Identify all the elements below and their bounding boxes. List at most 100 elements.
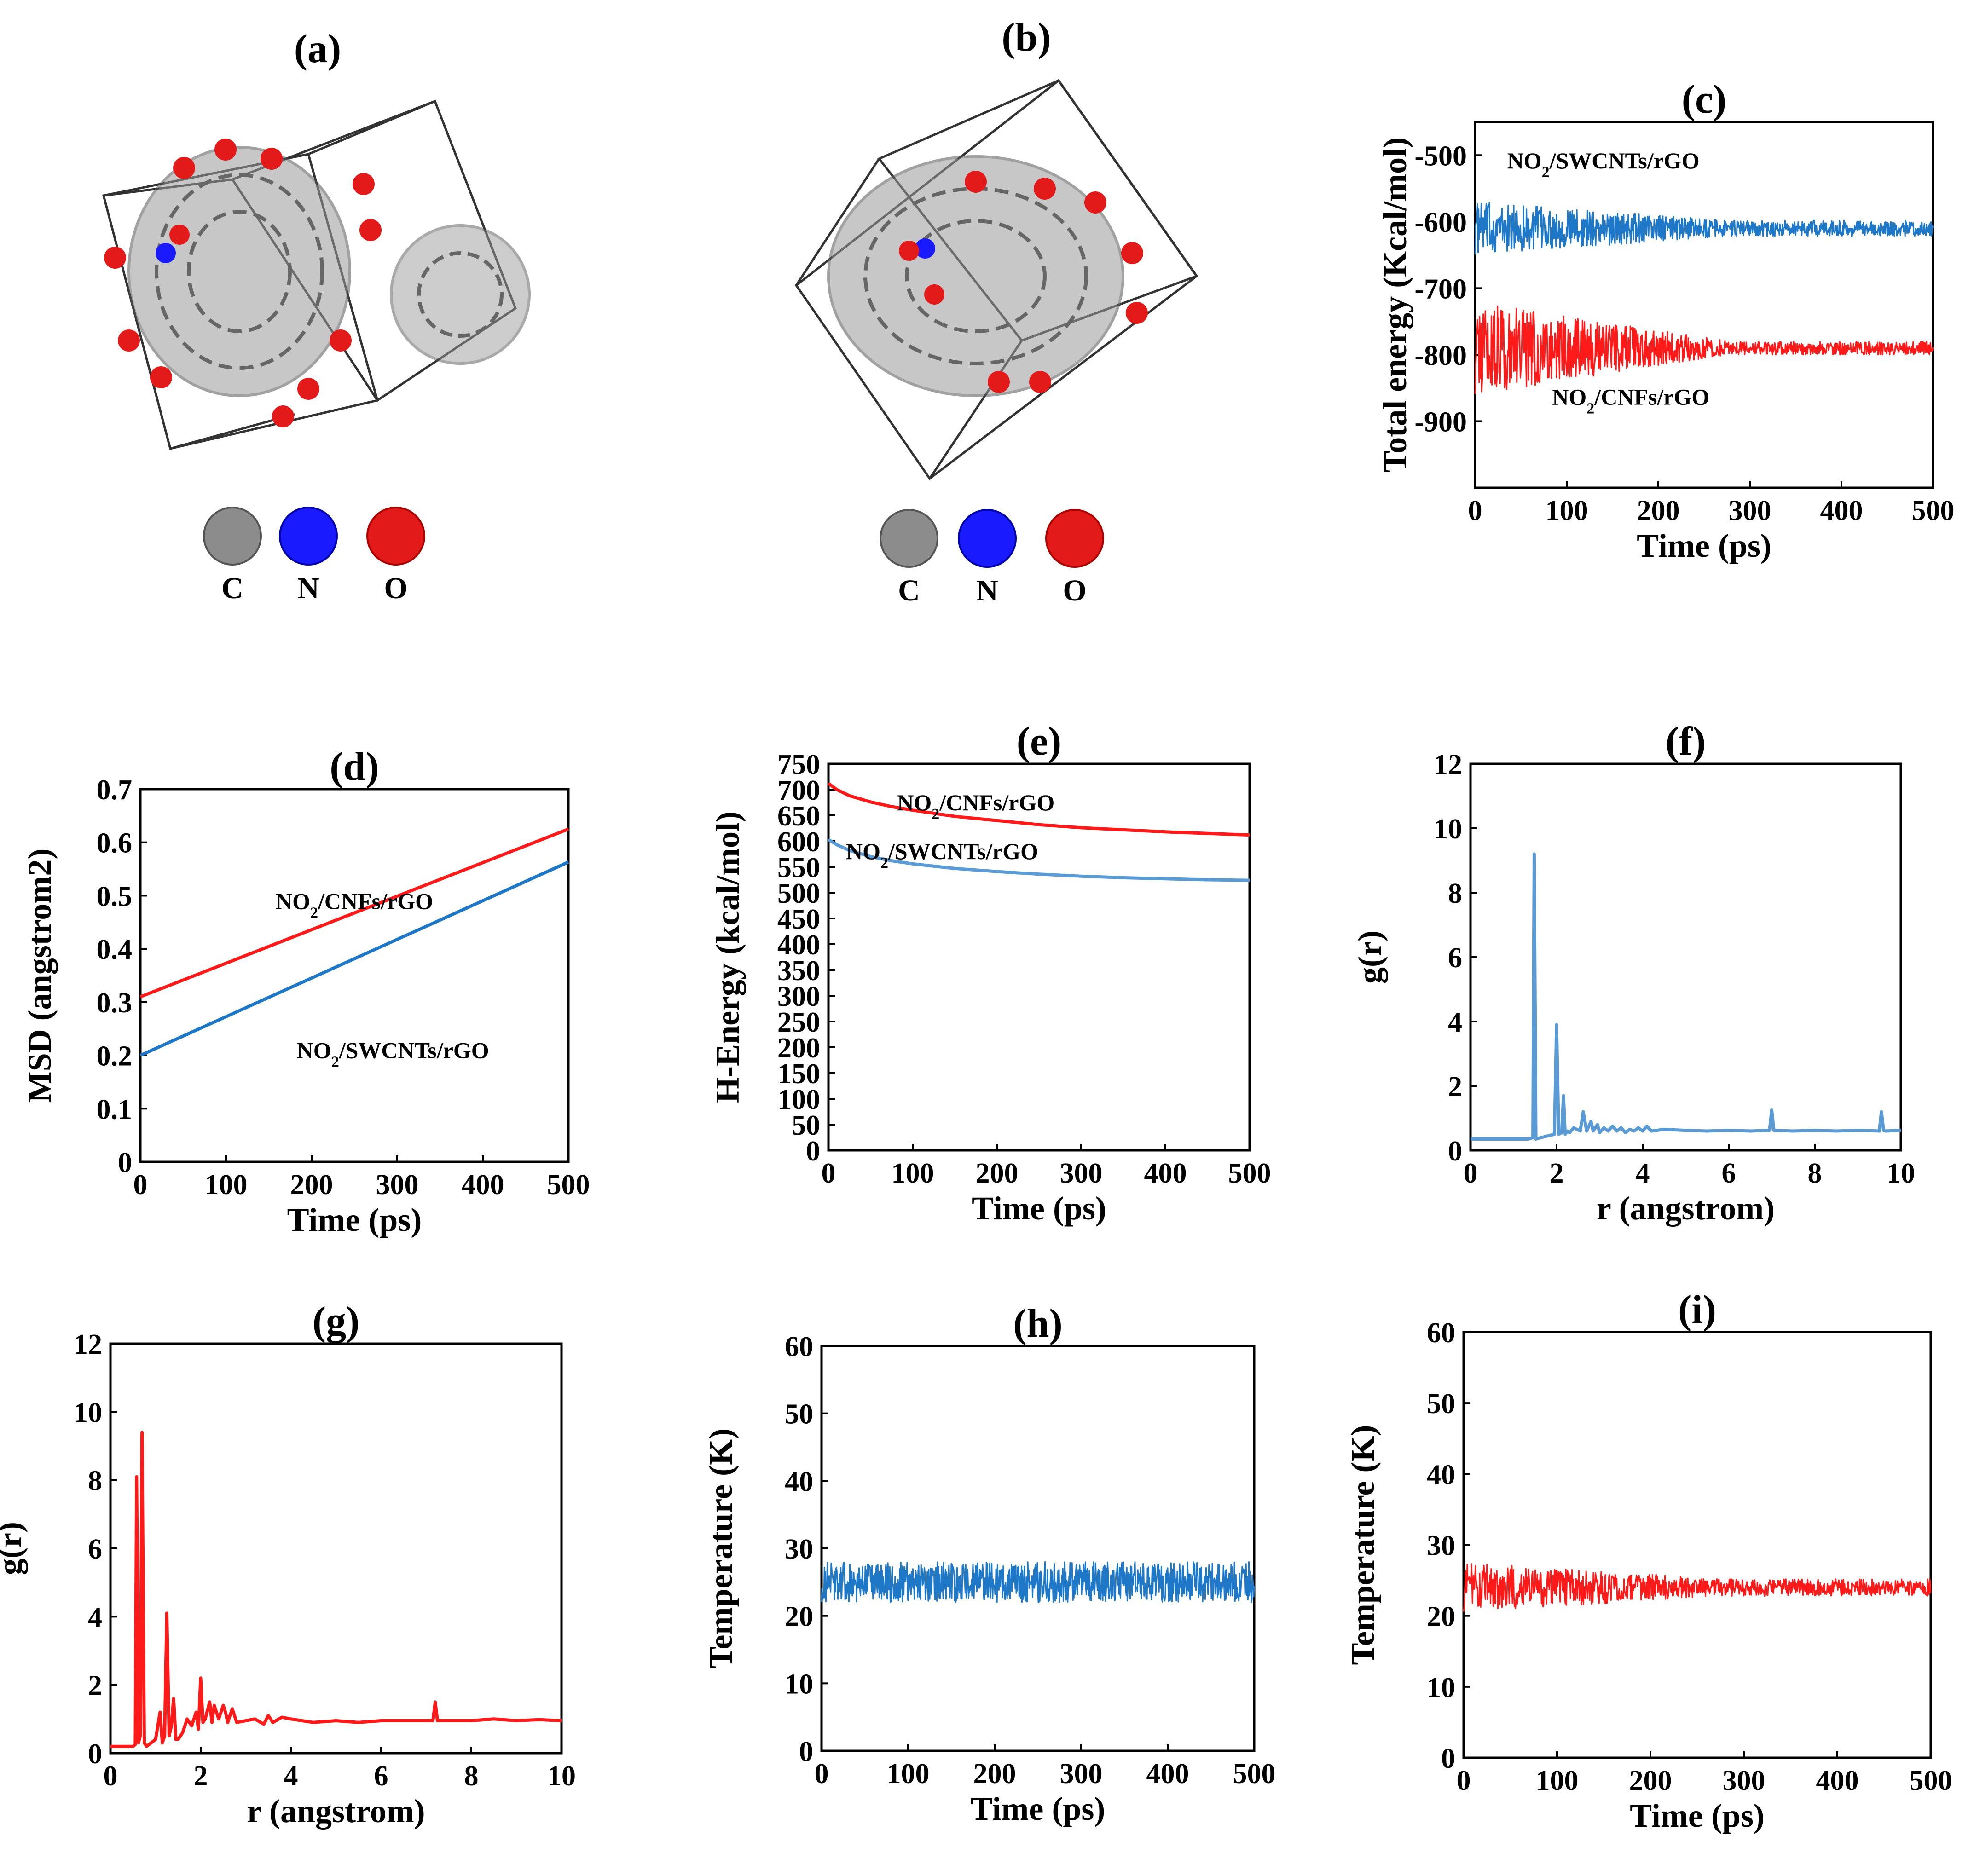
y-tick-label: 450 <box>777 904 820 935</box>
series-line-1 <box>1474 305 1934 394</box>
x-tick-label: 200 <box>976 1158 1019 1189</box>
x-tick-label: 500 <box>1233 1758 1276 1789</box>
y-tick-label: 0.5 <box>97 881 133 912</box>
y-tick-label: 4 <box>1448 1007 1462 1038</box>
nitrogen-label: N <box>976 574 998 607</box>
series-line-0 <box>821 1561 1255 1603</box>
y-tick-label: 350 <box>777 955 820 987</box>
y-tick-label: 400 <box>777 929 820 961</box>
y-axis-title: Temperature (K) <box>702 1428 739 1668</box>
chart-g: (g) 0 2 4 6 8 10 0 2 4 6 8 10 12 r (angstrom) g(r) <box>0 1299 576 1830</box>
panel-b-label: (b) <box>1002 15 1051 60</box>
chart-c-title: (c) <box>1682 77 1727 122</box>
y-tick-label: 60 <box>785 1331 813 1362</box>
y-tick-label: 12 <box>74 1329 102 1360</box>
x-tick-label: 2 <box>194 1761 208 1792</box>
chart-e-frame <box>827 762 1251 1152</box>
series-line-0 <box>1474 202 1934 255</box>
x-tick-label: 200 <box>973 1758 1016 1789</box>
y-tick-label: -800 <box>1414 340 1467 371</box>
x-tick-label: 8 <box>1808 1158 1822 1189</box>
x-tick-label: 400 <box>1144 1158 1187 1189</box>
y-tick-label: 500 <box>777 878 820 909</box>
chart-g-title: (g) <box>313 1299 360 1344</box>
carbon-label: C <box>221 571 243 605</box>
panel-b-molecule <box>827 155 1148 397</box>
x-tick-label: 2 <box>1550 1158 1564 1189</box>
nitrogen-label: N <box>297 571 319 605</box>
y-axis-title: g(r) <box>1351 930 1388 984</box>
chart-f-title: (f) <box>1666 719 1706 764</box>
chart-d-title: (d) <box>330 745 379 789</box>
x-tick-label: 0 <box>133 1169 148 1201</box>
y-tick-label: 6 <box>1448 942 1462 974</box>
x-tick-label: 0 <box>822 1158 836 1189</box>
annotation-rest: /SWCNTs/rGO <box>339 1037 489 1063</box>
y-tick-label: 150 <box>777 1058 820 1090</box>
y-tick-label: 0 <box>118 1147 132 1178</box>
x-axis-title: Time (ps) <box>1637 527 1772 564</box>
y-tick-label: 300 <box>777 981 820 1012</box>
y-tick-label: 750 <box>777 749 820 780</box>
chart-e: (e)0 100 200 300 400 500050100150200250300350… <box>709 719 1271 1227</box>
x-tick-label: 400 <box>1146 1758 1189 1789</box>
x-tick-label: 500 <box>1910 1765 1952 1796</box>
chart-h-frame <box>820 1345 1256 1752</box>
y-tick-label: 0 <box>1441 1743 1455 1774</box>
panel-a: (a) <box>102 27 531 605</box>
annotation-subscript: 2 <box>1586 400 1594 417</box>
chart-d-frame <box>139 788 570 1163</box>
y-tick-label: 2 <box>1448 1071 1462 1103</box>
y-tick-label: -500 <box>1414 140 1467 172</box>
y-axis-title: Total energy (Kcal/mol) <box>1377 137 1413 473</box>
y-axis-title: Temperature (K) <box>1344 1425 1381 1665</box>
y-tick-label: 4 <box>88 1602 102 1633</box>
carbon-sphere-icon <box>880 509 938 568</box>
y-tick-label: 12 <box>1434 749 1462 780</box>
y-tick-label: 8 <box>88 1466 102 1497</box>
y-tick-label: 250 <box>777 1007 820 1038</box>
y-tick-label: 6 <box>88 1534 102 1565</box>
oxygen-label: O <box>384 571 407 605</box>
x-tick-label: 10 <box>547 1761 576 1792</box>
x-tick-label: 300 <box>1729 495 1772 526</box>
y-tick-label: 10 <box>1427 1672 1455 1703</box>
x-axis-title: Time (ps) <box>1630 1797 1765 1834</box>
y-axis-title: H-Energy (kcal/mol) <box>709 811 746 1103</box>
annotation-rest: /CNFs/rGO <box>318 888 433 914</box>
nitrogen-sphere-icon <box>958 509 1017 568</box>
chart-h-title: (h) <box>1013 1301 1063 1346</box>
chart-c-frame <box>1474 121 1934 489</box>
x-tick-label: 400 <box>1820 495 1863 526</box>
x-tick-label: 200 <box>1629 1765 1672 1796</box>
y-tick-label: 0.3 <box>97 987 133 1019</box>
y-tick-label: 50 <box>785 1399 813 1430</box>
x-tick-label: 6 <box>1722 1158 1736 1189</box>
y-tick-label: 0.4 <box>97 934 133 965</box>
y-axis-title: MSD (angstrom2) <box>21 849 58 1103</box>
x-tick-label: 100 <box>887 1758 930 1789</box>
y-tick-label: 10 <box>74 1397 102 1428</box>
y-tick-label: 20 <box>785 1601 813 1633</box>
y-tick-label: 50 <box>1427 1388 1455 1420</box>
y-tick-label: 550 <box>777 852 820 883</box>
series-line-0 <box>1463 1563 1932 1612</box>
series-line-0 <box>1471 852 1901 1141</box>
x-tick-label: 200 <box>290 1169 333 1201</box>
x-axis-title: Time (ps) <box>971 1790 1106 1827</box>
y-tick-label: 20 <box>1427 1601 1455 1633</box>
chart-f: (f) 0 2 4 6 8 10 0 2 4 6 8 10 12 r (angstrom) g(r) <box>1351 719 1915 1227</box>
oxygen-sphere-icon <box>1045 509 1104 568</box>
y-tick-label: 10 <box>785 1668 813 1700</box>
y-tick-label: 40 <box>1427 1459 1455 1490</box>
chart-i-title: (i) <box>1678 1287 1716 1332</box>
y-tick-label: 0 <box>799 1736 813 1767</box>
y-tick-label: 100 <box>777 1084 820 1115</box>
x-tick-label: 400 <box>462 1169 504 1201</box>
series-line-1 <box>139 860 569 1057</box>
y-tick-label: 0.2 <box>97 1041 133 1072</box>
nitrogen-sphere-icon <box>279 507 338 566</box>
annotation-rest: /CNFs/rGO <box>939 790 1054 815</box>
x-tick-label: 0 <box>1457 1765 1471 1796</box>
